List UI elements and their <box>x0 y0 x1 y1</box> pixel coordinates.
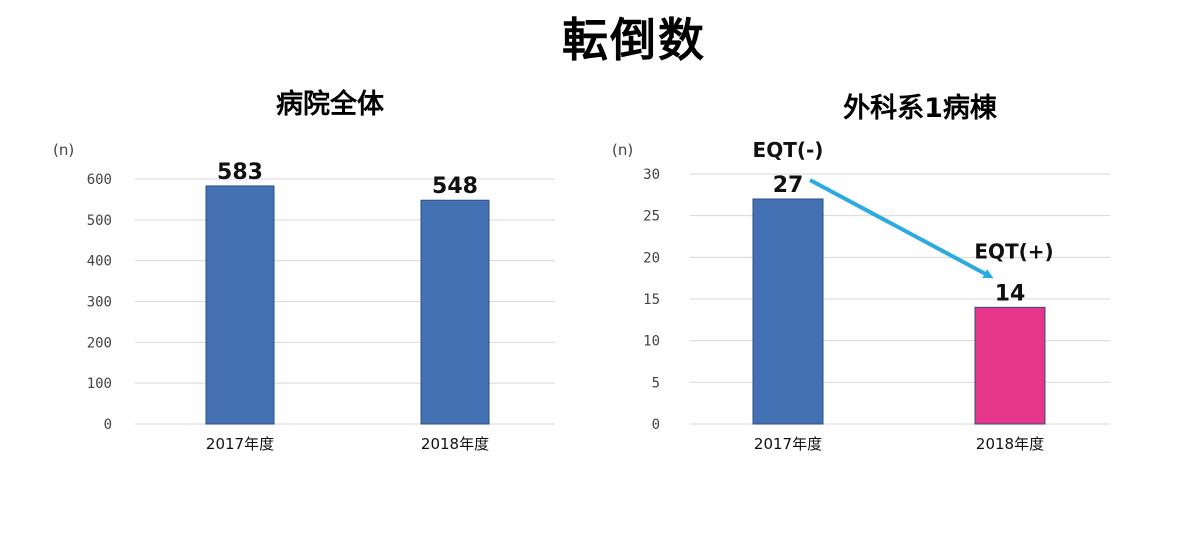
y-tick-label: 400 <box>87 254 112 270</box>
chart-title-hospital: 病院全体 <box>276 89 384 120</box>
data-label: 27 <box>773 173 804 198</box>
data-label: 548 <box>432 174 478 199</box>
y-unit-label: (n) <box>612 141 633 159</box>
data-label: 583 <box>217 160 263 185</box>
bar <box>974 306 1046 425</box>
y-tick-label: 0 <box>652 417 660 433</box>
bar <box>205 185 275 425</box>
y-tick-label: 25 <box>643 209 660 225</box>
annotation-label: EQT(+) <box>974 239 1053 263</box>
x-category-label: 2018年度 <box>421 435 489 453</box>
bar <box>752 198 824 425</box>
y-tick-label: 5 <box>652 375 660 391</box>
main-title: 転倒数 <box>562 13 706 67</box>
chart-title-surgical-ward: 外科系1病棟 <box>843 93 997 124</box>
trend-arrow <box>809 178 994 279</box>
y-tick-label: 30 <box>643 167 660 183</box>
annotation-label: EQT(-) <box>753 138 824 162</box>
x-category-label: 2017年度 <box>754 435 822 453</box>
y-tick-label: 500 <box>87 213 112 229</box>
y-tick-label: 0 <box>104 417 112 433</box>
x-category-label: 2017年度 <box>206 435 274 453</box>
y-tick-label: 200 <box>87 335 112 351</box>
y-unit-label: (n) <box>53 141 74 159</box>
x-category-label: 2018年度 <box>976 435 1044 453</box>
y-tick-label: 600 <box>87 172 112 188</box>
y-tick-label: 10 <box>643 334 660 350</box>
data-label: 14 <box>995 281 1026 306</box>
y-tick-label: 15 <box>643 292 660 308</box>
bar <box>420 199 490 425</box>
y-tick-label: 300 <box>87 295 112 311</box>
y-tick-label: 100 <box>87 376 112 392</box>
y-tick-label: 20 <box>643 250 660 266</box>
